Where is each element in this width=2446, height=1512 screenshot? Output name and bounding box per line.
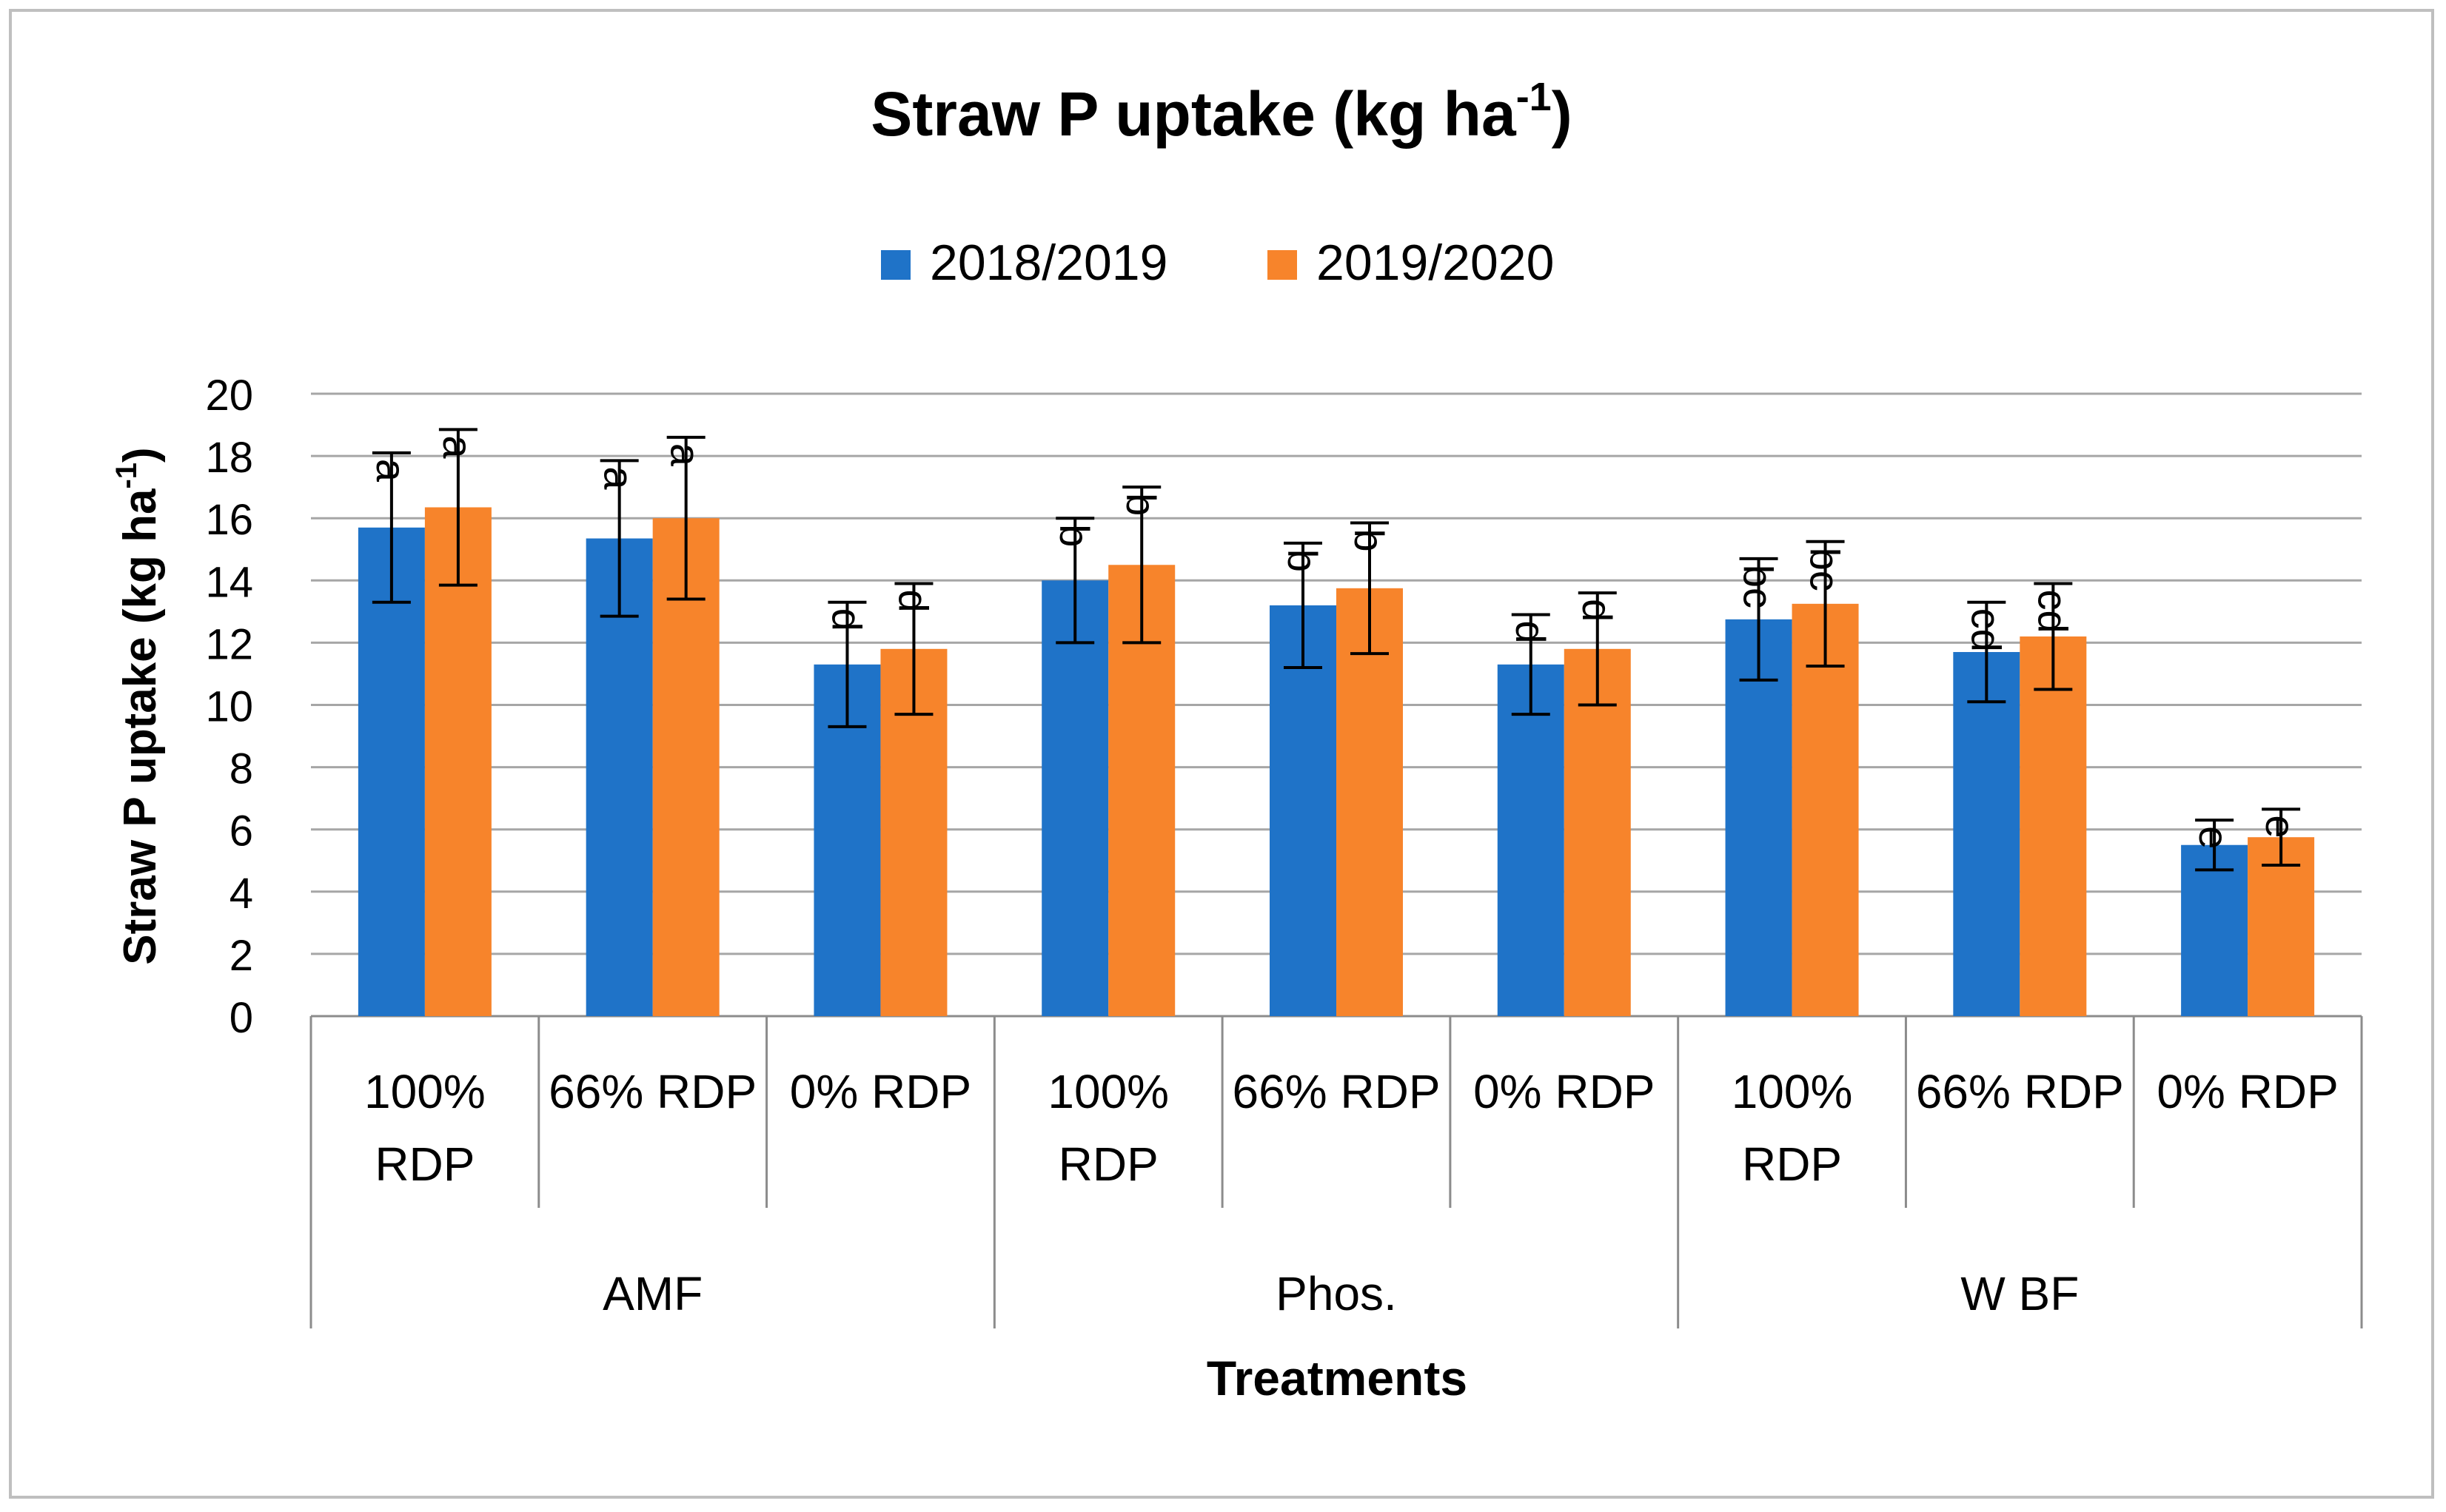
y-tick-label: 12: [205, 620, 253, 668]
y-axis-ticks: 0 2 4 6 8 10 12 14 16 18 20: [205, 372, 253, 1042]
legend-label-2019-2020: 2019/2020: [1316, 235, 1554, 291]
y-tick-label: 4: [229, 870, 253, 918]
category-label: RDP: [1059, 1138, 1159, 1191]
bar-2019-2020-7: [2020, 636, 2087, 1016]
bar-2019-2020-6: [1792, 603, 1859, 1016]
significance-label: a: [663, 443, 709, 467]
bar-2018-2019-4: [1270, 605, 1336, 1016]
y-tick-label: 6: [229, 807, 253, 856]
y-tick-label: 8: [229, 745, 253, 793]
y-tick-label: 14: [205, 558, 253, 606]
category-label: 0% RDP: [2157, 1065, 2338, 1118]
category-label: 66% RDP: [1233, 1065, 1441, 1118]
y-tick-label: 10: [205, 683, 253, 731]
category-label: 0% RDP: [1473, 1065, 1655, 1118]
bar-2018-2019-8: [2181, 844, 2248, 1016]
significance-label: d: [890, 590, 936, 613]
group-label: Phos.: [1276, 1267, 1397, 1320]
significance-label: b: [1279, 549, 1326, 572]
legend-swatch-2018-2019: [881, 250, 911, 280]
significance-label: d: [1574, 599, 1621, 622]
legend: 2018/2019 2019/2020: [881, 235, 1554, 291]
bar-2018-2019-3: [1042, 580, 1109, 1016]
bar-2018-2019-7: [1953, 652, 2020, 1016]
x-axis-title: Treatments: [1207, 1351, 1467, 1405]
category-label: 100%: [1048, 1065, 1169, 1118]
legend-label-2018-2019: 2018/2019: [930, 235, 1167, 291]
legend-swatch-2019-2020: [1267, 250, 1297, 280]
category-label: RDP: [1742, 1138, 1842, 1191]
significance-label: bc: [1735, 565, 1782, 608]
significance-label: a: [435, 435, 481, 459]
y-axis-title-superscript: -1: [110, 463, 143, 489]
significance-label: e: [2257, 815, 2304, 838]
significance-label: b: [1118, 493, 1165, 516]
category-label: 66% RDP: [1916, 1065, 2124, 1118]
bar-2019-2020-8: [2248, 837, 2315, 1016]
chart-title-main: Straw P uptake (kg ha: [871, 79, 1517, 149]
significance-label: cd: [2029, 590, 2076, 634]
x-axis: 100% RDP 66% RDP 0% RDP AMF 100% RDP 66% RDP 0% …: [309, 1016, 2363, 1328]
y-tick-label: 18: [205, 434, 253, 482]
bar-2019-2020-4: [1336, 588, 1403, 1016]
category-label: 100%: [364, 1065, 486, 1118]
significance-label: a: [368, 459, 415, 483]
y-tick-label: 2: [229, 932, 253, 980]
bar-2018-2019-5: [1497, 664, 1564, 1016]
category-label: 0% RDP: [790, 1065, 971, 1118]
significance-label: cd: [1963, 608, 2009, 652]
bars: [358, 507, 2315, 1016]
significance-label: bc: [1802, 548, 1849, 591]
bar-2018-2019-6: [1725, 619, 1792, 1016]
y-tick-label: 20: [205, 372, 253, 420]
y-tick-label: 16: [205, 496, 253, 544]
significance-label: b: [1346, 529, 1393, 552]
significance-label: d: [1507, 621, 1554, 644]
group-label: AMF: [603, 1267, 703, 1320]
group-label: W BF: [1960, 1267, 2079, 1320]
chart-title: Straw P uptake (kg ha-1): [871, 75, 1572, 149]
bar-2019-2020-0: [424, 507, 492, 1016]
chart-title-superscript: -1: [1516, 75, 1552, 119]
y-axis-title: Straw P uptake (kg ha-1): [110, 447, 166, 964]
error-bars: [372, 428, 2301, 872]
y-tick-label: 0: [229, 994, 253, 1042]
category-label: 66% RDP: [549, 1065, 757, 1118]
category-label: 100%: [1732, 1065, 1853, 1118]
significance-label: b: [1051, 524, 1098, 547]
y-axis-title-main: Straw P uptake (kg ha: [115, 488, 166, 965]
bar-2019-2020-5: [1564, 648, 1631, 1016]
bar-2019-2020-1: [652, 518, 720, 1016]
significance-label: d: [823, 608, 870, 631]
category-label: RDP: [375, 1138, 475, 1191]
bar-2018-2019-0: [358, 527, 425, 1016]
significance-label: a: [596, 466, 643, 490]
chart-title-close: ): [1552, 79, 1572, 149]
significance-label: e: [2191, 826, 2237, 849]
bar-2018-2019-1: [586, 538, 653, 1016]
y-axis-title-close: ): [115, 447, 166, 463]
